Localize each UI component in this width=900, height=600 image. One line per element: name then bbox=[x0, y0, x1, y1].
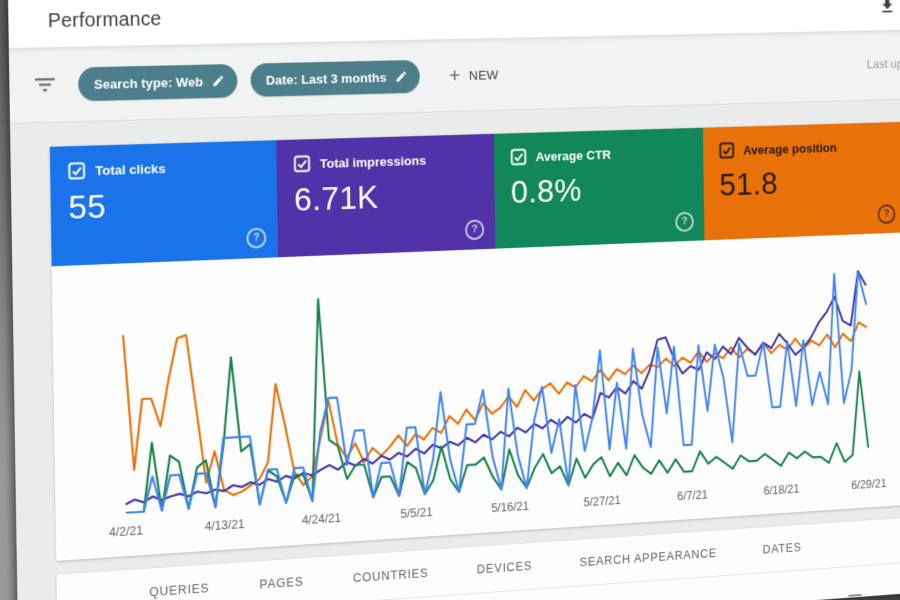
tab-dates[interactable]: DATES bbox=[762, 540, 802, 557]
export-button[interactable] bbox=[872, 0, 900, 23]
x-axis-label: 5/16/21 bbox=[491, 499, 530, 516]
metric-card-total-clicks[interactable]: Total clicks 55 ? bbox=[49, 140, 278, 267]
help-icon[interactable]: ? bbox=[675, 211, 694, 233]
edit-icon bbox=[396, 71, 407, 82]
edit-icon bbox=[213, 75, 224, 87]
metric-value: 51.8 bbox=[719, 165, 778, 204]
metric-card-header: Total impressions bbox=[293, 150, 481, 173]
content-area: Total clicks 55 ? Total impressions 6.71… bbox=[10, 99, 900, 600]
search-type-chip-label: Search type: Web bbox=[93, 74, 204, 92]
metric-card-average-position[interactable]: Average position 51.8 ? bbox=[702, 121, 900, 241]
plus-icon: + bbox=[448, 64, 461, 87]
search-console-screen: Performance Search type: Web Date: Last … bbox=[8, 0, 900, 600]
x-axis-label: 4/13/21 bbox=[204, 517, 245, 534]
metric-card-average-ctr[interactable]: Average CTR 0.8% ? bbox=[493, 127, 705, 249]
date-range-chip-label: Date: Last 3 months bbox=[265, 69, 387, 88]
x-axis-label: 5/5/21 bbox=[400, 505, 433, 521]
x-axis-label: 6/7/21 bbox=[677, 488, 708, 504]
help-icon[interactable]: ? bbox=[464, 219, 485, 241]
new-filter-label: NEW bbox=[468, 67, 499, 83]
page-title: Performance bbox=[47, 7, 162, 32]
metric-card-total-impressions[interactable]: Total impressions 6.71K ? bbox=[276, 133, 496, 258]
tab-queries[interactable]: QUERIES bbox=[149, 581, 210, 600]
help-icon[interactable]: ? bbox=[246, 227, 267, 249]
x-axis-label: 6/29/21 bbox=[851, 476, 887, 492]
tab-devices[interactable]: DEVICES bbox=[476, 559, 533, 577]
help-icon[interactable]: ? bbox=[877, 204, 896, 225]
metric-card-header: Average CTR bbox=[510, 143, 691, 166]
x-axis-label: 4/2/21 bbox=[109, 523, 144, 540]
search-type-chip[interactable]: Search type: Web bbox=[78, 63, 238, 102]
checkbox-checked-icon[interactable] bbox=[68, 162, 86, 180]
checkbox-checked-icon[interactable] bbox=[719, 142, 735, 159]
filter-icon bbox=[35, 78, 55, 92]
checkbox-checked-icon[interactable] bbox=[293, 155, 310, 173]
filter-bar: Search type: Web Date: Last 3 months + N… bbox=[8, 30, 900, 124]
new-filter-button[interactable]: + NEW bbox=[443, 63, 504, 86]
tab-pages[interactable]: PAGES bbox=[259, 574, 304, 592]
last-updated-text: Last updated: 5 hour bbox=[866, 55, 900, 72]
metric-value: 6.71K bbox=[293, 178, 379, 219]
x-axis-label: 4/24/21 bbox=[301, 511, 342, 528]
chart-line-average-ctr- bbox=[123, 275, 869, 513]
performance-panel: Total clicks 55 ? Total impressions 6.71… bbox=[49, 121, 900, 561]
checkbox-checked-icon[interactable] bbox=[510, 148, 527, 166]
x-axis-label: 6/18/21 bbox=[763, 482, 800, 498]
metric-value: 55 bbox=[68, 187, 107, 227]
date-range-chip[interactable]: Date: Last 3 months bbox=[250, 59, 421, 97]
metric-label: Total clicks bbox=[95, 160, 166, 178]
metric-label: Average CTR bbox=[535, 146, 612, 164]
metric-card-header: Average position bbox=[719, 137, 893, 159]
performance-line-chart bbox=[122, 252, 868, 516]
download-icon bbox=[882, 0, 893, 13]
tab-search-appearance[interactable]: SEARCH APPEARANCE bbox=[579, 546, 717, 570]
table-filter-icon[interactable] bbox=[848, 593, 862, 600]
tab-countries[interactable]: COUNTRIES bbox=[352, 566, 429, 586]
metric-value: 0.8% bbox=[510, 172, 582, 211]
metric-card-header: Total clicks bbox=[68, 156, 264, 180]
metric-label: Average position bbox=[743, 140, 837, 157]
x-axis-label: 5/27/21 bbox=[583, 493, 621, 510]
metric-label: Total impressions bbox=[319, 152, 427, 171]
chart-area bbox=[52, 232, 900, 521]
